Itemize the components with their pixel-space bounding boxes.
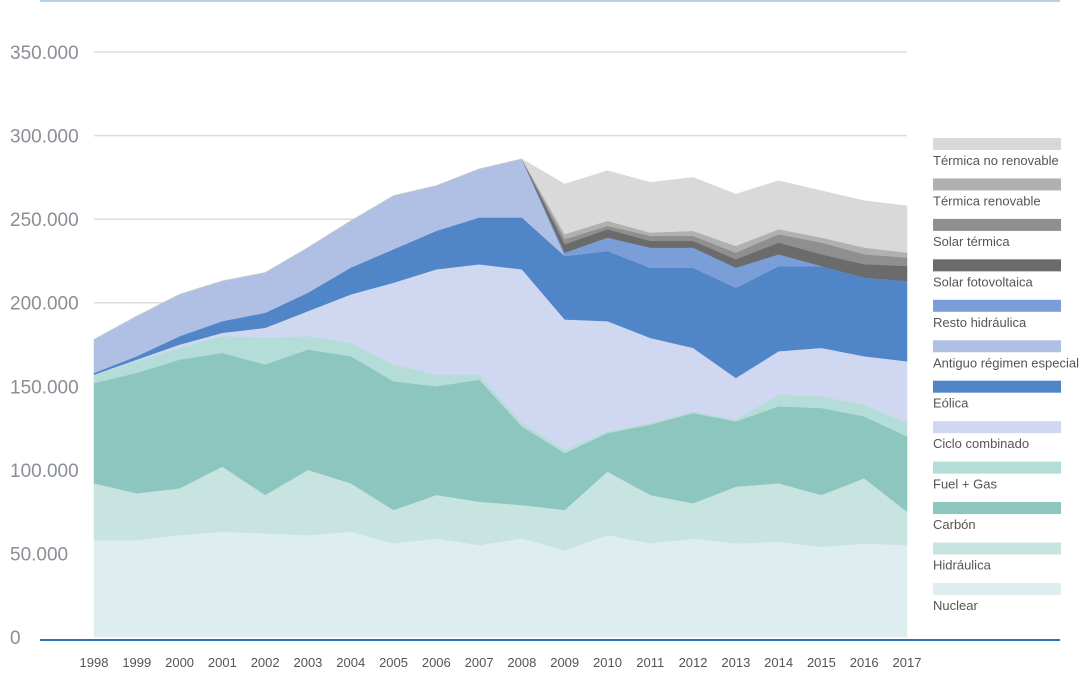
legend-item: Eólica <box>933 380 1061 411</box>
legend-item: Antiguo régimen especial <box>933 340 1079 370</box>
legend-swatch <box>933 340 1061 353</box>
legend-label: Nuclear <box>933 598 978 613</box>
legend-label: Fuel + Gas <box>933 477 997 492</box>
y-tick-label: 150.000 <box>10 377 79 398</box>
legend-item: Resto hidráulica <box>933 299 1061 330</box>
x-tick-label: 2013 <box>721 655 750 670</box>
y-tick-label: 0 <box>10 628 21 649</box>
legend-item: Solar térmica <box>933 218 1061 249</box>
x-tick-label: 2011 <box>636 655 664 670</box>
legend-label: Hidráulica <box>933 558 992 573</box>
y-tick-label: 50.000 <box>10 544 68 565</box>
legend-swatch <box>933 461 1061 474</box>
legend: Térmica no renovable Térmica renovable Sol… <box>933 138 1079 613</box>
area-térmica-no-renovable <box>93 158 908 340</box>
legend-item: Carbón <box>933 502 1061 532</box>
y-tick-label: 250.000 <box>10 210 79 231</box>
x-tick-label: 2000 <box>165 655 194 670</box>
x-tick-label: 2010 <box>593 655 622 670</box>
x-tick-label: 2003 <box>293 655 322 670</box>
x-tick-label: 2006 <box>422 655 451 670</box>
y-tick-label: 100.000 <box>10 461 79 482</box>
x-tick-label: 2014 <box>764 655 793 670</box>
x-tick-label: 2009 <box>550 655 579 670</box>
legend-label: Solar fotovoltaica <box>933 274 1033 289</box>
x-tick-label: 2008 <box>507 655 536 670</box>
x-tick-label: 2016 <box>850 655 879 670</box>
y-tick-label: 200.000 <box>10 294 79 315</box>
x-tick-label: 1998 <box>80 655 109 670</box>
legend-item: Térmica renovable <box>933 178 1061 208</box>
legend-label: Eólica <box>933 396 969 411</box>
x-tick-label: 2005 <box>379 655 408 670</box>
legend-label: Solar térmica <box>933 234 1010 249</box>
legend-swatch <box>933 178 1061 191</box>
legend-label: Resto hidráulica <box>933 315 1027 330</box>
x-tick-label: 1999 <box>122 655 151 670</box>
legend-swatch <box>933 582 1061 595</box>
legend-swatch <box>933 380 1061 393</box>
legend-label: Térmica renovable <box>933 193 1041 208</box>
legend-item: Fuel + Gas <box>933 461 1061 492</box>
legend-swatch <box>933 421 1061 434</box>
x-tick-label: 2017 <box>893 655 922 670</box>
areas <box>93 158 908 638</box>
legend-item: Térmica no renovable <box>933 138 1061 168</box>
legend-swatch <box>933 299 1061 312</box>
x-tick-label: 2001 <box>208 655 237 670</box>
legend-item: Ciclo combinado <box>933 421 1061 451</box>
y-axis-ticks: 0 50.000 100.000 150.000 200.000 250.000 300.0… <box>10 43 79 649</box>
legend-swatch <box>933 218 1061 231</box>
legend-swatch <box>933 259 1061 272</box>
legend-swatch <box>933 542 1061 555</box>
legend-item: Nuclear <box>933 582 1061 613</box>
y-tick-label: 300.000 <box>10 127 79 148</box>
area-nuclear <box>93 531 908 638</box>
legend-swatch <box>933 138 1061 150</box>
legend-label: Carbón <box>933 517 976 532</box>
legend-item: Hidráulica <box>933 542 1061 573</box>
x-tick-label: 2015 <box>807 655 836 670</box>
legend-item: Solar fotovoltaica <box>933 259 1061 289</box>
x-tick-label: 2012 <box>679 655 708 670</box>
x-tick-label: 2007 <box>465 655 494 670</box>
x-tick-label: 2002 <box>251 655 280 670</box>
x-tick-label: 2004 <box>336 655 365 670</box>
legend-label: Ciclo combinado <box>933 436 1029 451</box>
legend-swatch <box>933 502 1061 515</box>
x-axis-ticks: 1998 1999 2000 2001 2002 2003 2004 2005 2006 2007… <box>80 655 922 670</box>
legend-label: Térmica no renovable <box>933 153 1059 168</box>
legend-label: Antiguo régimen especial <box>933 355 1079 370</box>
y-tick-label: 350.000 <box>10 43 79 64</box>
